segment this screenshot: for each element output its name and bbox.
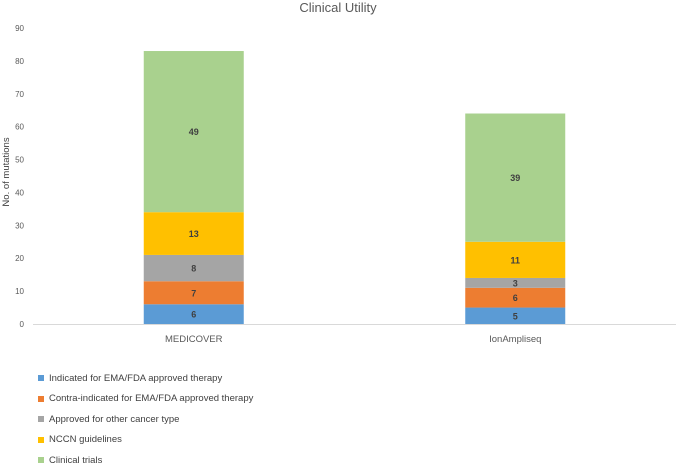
y-tick-label: 80 [15, 57, 24, 66]
legend-label: NCCN guidelines [49, 434, 122, 446]
data-label: 5 [513, 311, 518, 321]
bar-segment [143, 281, 244, 305]
x-axis-ticks: MEDICOVER IonAmpliseq [165, 334, 541, 345]
bar-segment [143, 254, 244, 282]
y-tick-label: 50 [15, 156, 24, 165]
y-tick-label: 70 [15, 90, 24, 99]
data-label: 13 [189, 229, 199, 239]
y-axis-label: No. of mutations [1, 137, 12, 206]
y-tick-label: 40 [15, 188, 24, 197]
bar-segment [465, 307, 566, 324]
legend-item: NCCN guidelines [38, 430, 253, 451]
data-label: 49 [189, 127, 199, 137]
legend-swatch [38, 457, 44, 464]
legend-item: Clinical trials [38, 450, 253, 471]
data-label: 6 [191, 310, 196, 320]
y-axis-ticks: 0 10 20 30 40 50 60 70 80 90 [15, 24, 24, 329]
y-tick-label: 10 [15, 287, 24, 296]
bar-segment [465, 241, 566, 278]
bar-segment [465, 113, 566, 242]
data-label: 6 [513, 293, 518, 303]
legend-swatch [38, 395, 44, 402]
x-tick-label: IonAmpliseq [489, 334, 541, 345]
y-tick-label: 90 [15, 24, 24, 33]
chart-title: Clinical Utility [299, 0, 377, 15]
y-tick-label: 30 [15, 221, 24, 230]
bar-segment [143, 212, 244, 255]
data-label: 7 [191, 288, 196, 298]
data-label: 11 [510, 255, 520, 265]
bar-segment [143, 304, 244, 324]
x-tick-label: MEDICOVER [165, 334, 223, 345]
bar-segment [143, 51, 244, 213]
legend-swatch [38, 436, 44, 443]
legend-item: Indicated for EMA/FDA approved therapy [38, 368, 253, 389]
legend-label: Contra-indicated for EMA/FDA approved th… [49, 393, 254, 405]
bar-segment [465, 277, 566, 288]
data-label: 3 [513, 278, 518, 288]
y-tick-label: 0 [20, 320, 25, 329]
legend-item: Approved for other cancer type [38, 409, 253, 430]
legend-label: Indicated for EMA/FDA approved therapy [49, 372, 223, 384]
bars: 6 7 8 13 49 5 6 3 11 39 [143, 51, 566, 324]
legend-item: Contra-indicated for EMA/FDA approved th… [38, 389, 253, 410]
legend-label: Clinical trials [49, 454, 103, 466]
bar-segment [465, 287, 566, 308]
legend-label: Approved for other cancer type [49, 413, 180, 425]
legend-swatch [38, 416, 44, 423]
data-label: 8 [191, 264, 196, 274]
y-tick-label: 60 [15, 123, 24, 132]
data-label: 39 [510, 173, 520, 183]
legend-swatch [38, 375, 44, 382]
y-tick-label: 20 [15, 254, 24, 263]
legend: Indicated for EMA/FDA approved therapy Co… [38, 368, 253, 471]
